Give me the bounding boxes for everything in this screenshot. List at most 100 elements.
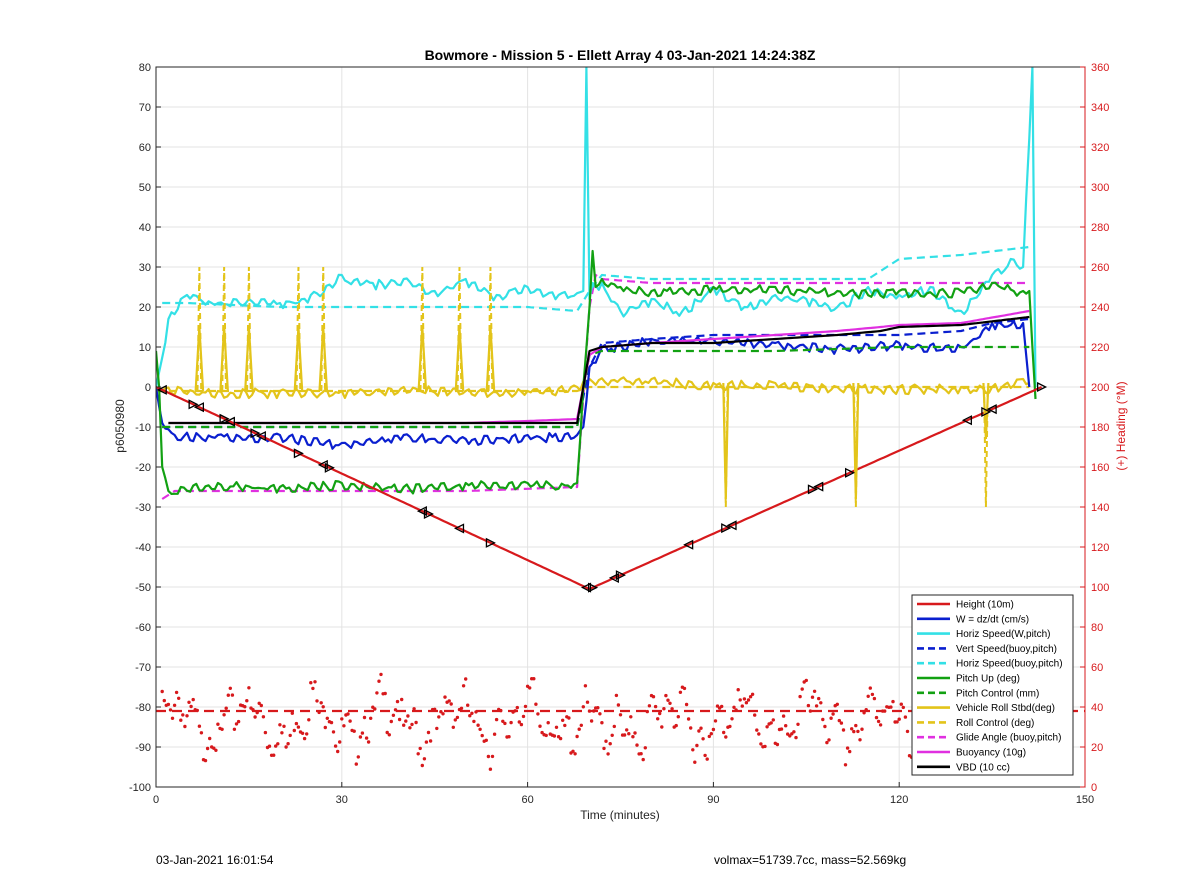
heading-point bbox=[839, 721, 844, 725]
heading-point bbox=[544, 733, 548, 738]
heading-point bbox=[740, 704, 744, 708]
heading-point bbox=[571, 749, 575, 753]
heading-point bbox=[333, 744, 338, 748]
heading-point bbox=[366, 740, 371, 744]
heading-point bbox=[897, 717, 901, 721]
heading-point bbox=[662, 707, 666, 711]
y-left-tick-label: 40 bbox=[139, 222, 151, 234]
heading-point bbox=[346, 712, 350, 716]
heading-point bbox=[852, 729, 856, 734]
heading-point bbox=[461, 684, 466, 688]
heading-point bbox=[437, 715, 441, 719]
waypoint-marker bbox=[324, 462, 335, 473]
y-left-tick-label: -100 bbox=[129, 782, 151, 794]
heading-point bbox=[732, 705, 736, 709]
heading-point bbox=[362, 715, 367, 720]
heading-point bbox=[829, 716, 833, 720]
heading-point bbox=[796, 722, 800, 726]
y-left-tick-label: -20 bbox=[135, 462, 151, 474]
heading-point bbox=[804, 678, 808, 683]
heading-point bbox=[794, 735, 798, 740]
y-left-tick-label: -30 bbox=[135, 502, 151, 514]
waypoint-marker bbox=[250, 428, 261, 439]
y-right-tick-label: 220 bbox=[1091, 342, 1109, 354]
heading-point bbox=[709, 732, 713, 736]
heading-point bbox=[841, 728, 846, 732]
roll-control-spike bbox=[295, 266, 302, 392]
heading-point bbox=[810, 695, 815, 699]
legend-label: Glide Angle (buoy,pitch) bbox=[956, 733, 1061, 744]
heading-point bbox=[523, 704, 528, 709]
heading-point bbox=[208, 736, 212, 741]
heading-point bbox=[876, 719, 881, 724]
heading-point bbox=[600, 721, 604, 725]
heading-point bbox=[484, 738, 488, 742]
heading-point bbox=[722, 730, 726, 735]
heading-point bbox=[426, 730, 431, 735]
heading-point bbox=[369, 716, 373, 720]
roll-control-spike-down bbox=[722, 386, 729, 508]
roll-control-spike bbox=[487, 266, 494, 392]
y-right-tick-label: 20 bbox=[1091, 742, 1103, 754]
heading-point bbox=[234, 722, 239, 726]
heading-point bbox=[819, 701, 823, 705]
heading-point bbox=[554, 725, 559, 729]
heading-point bbox=[519, 722, 524, 727]
heading-point bbox=[878, 723, 883, 727]
heading-point bbox=[391, 713, 396, 717]
heading-point bbox=[183, 724, 187, 729]
heading-point bbox=[823, 724, 827, 729]
heading-point bbox=[418, 746, 422, 751]
heading-point bbox=[693, 760, 697, 764]
heading-point bbox=[581, 705, 585, 709]
heading-point bbox=[455, 715, 460, 720]
heading-point bbox=[358, 735, 363, 739]
heading-point bbox=[573, 752, 577, 756]
heading-point bbox=[575, 734, 579, 739]
heading-point bbox=[507, 735, 511, 739]
heading-point bbox=[261, 715, 266, 719]
legend-label: Roll Control (deg) bbox=[956, 718, 1034, 729]
heading-point bbox=[230, 693, 235, 697]
heading-point bbox=[379, 672, 383, 677]
legend-label: Horiz Speed(W,pitch) bbox=[956, 629, 1050, 640]
waypoint-marker bbox=[580, 582, 592, 593]
plot-area bbox=[156, 67, 1085, 771]
heading-point bbox=[695, 743, 699, 748]
heading-point bbox=[616, 703, 621, 707]
heading-point bbox=[583, 684, 588, 688]
heading-point bbox=[703, 753, 707, 758]
heading-point bbox=[891, 699, 895, 704]
heading-point bbox=[744, 701, 749, 705]
roll-control-spike-down bbox=[983, 386, 989, 508]
heading-point bbox=[668, 701, 672, 705]
heading-point bbox=[187, 700, 191, 704]
heading-point bbox=[267, 744, 272, 748]
waypoint-marker bbox=[224, 416, 235, 427]
heading-point bbox=[845, 746, 850, 750]
y-right-tick-label: 240 bbox=[1091, 302, 1109, 314]
heading-point bbox=[612, 724, 616, 729]
heading-point bbox=[395, 699, 400, 704]
y-left-tick-label: 50 bbox=[139, 182, 151, 194]
heading-point bbox=[503, 721, 507, 726]
waypoint-marker bbox=[193, 402, 205, 413]
heading-point bbox=[352, 729, 356, 733]
heading-point bbox=[307, 718, 311, 722]
heading-point bbox=[466, 703, 470, 707]
heading-point bbox=[170, 716, 175, 720]
waypoint-marker bbox=[156, 384, 167, 395]
heading-point bbox=[517, 720, 521, 724]
heading-point bbox=[490, 754, 495, 759]
heading-point bbox=[274, 744, 278, 748]
heading-point bbox=[168, 708, 173, 712]
heading-point bbox=[389, 719, 393, 724]
heading-point bbox=[808, 709, 813, 713]
heading-point bbox=[468, 714, 472, 718]
waypoint-marker bbox=[293, 448, 304, 459]
heading-point bbox=[563, 723, 567, 728]
heading-point bbox=[538, 724, 542, 728]
heading-point bbox=[501, 719, 505, 723]
heading-point bbox=[705, 757, 709, 761]
